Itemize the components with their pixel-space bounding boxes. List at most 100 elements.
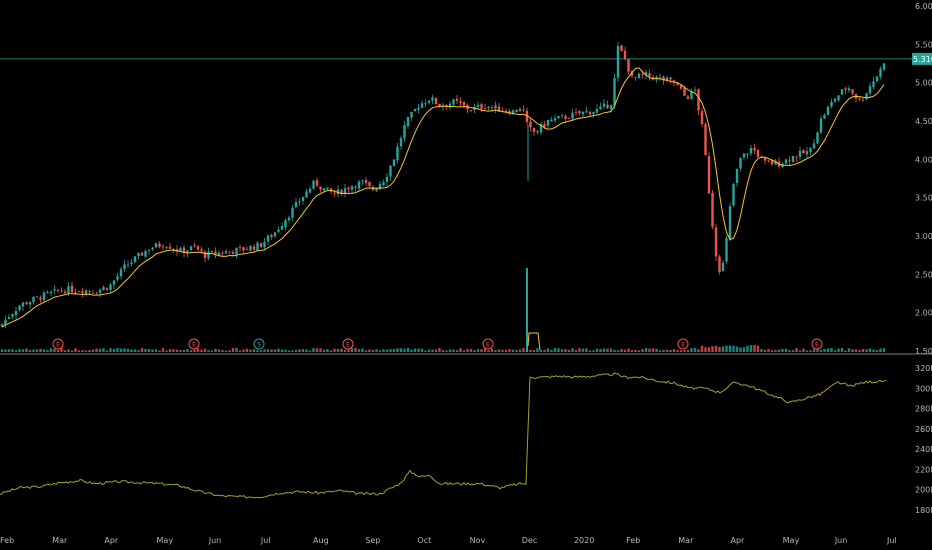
volume-bar xyxy=(28,349,32,352)
candle-body xyxy=(539,123,543,133)
candle-body xyxy=(203,251,207,259)
indicator-axis[interactable]: 320M 300M 280M 260M 240M 220M 200M 180M xyxy=(915,364,932,515)
candle-body xyxy=(382,182,385,185)
split-marker[interactable]: S xyxy=(253,338,265,350)
volume-bar xyxy=(851,349,854,352)
volume-bar xyxy=(56,349,60,352)
earnings-marker[interactable]: E xyxy=(342,338,354,350)
candle-body xyxy=(375,188,378,191)
volume-bar xyxy=(294,349,298,352)
candle-body xyxy=(56,290,60,292)
volume-bar xyxy=(371,349,375,352)
candle-body xyxy=(620,45,623,51)
volume-bar xyxy=(273,349,277,352)
volume-bar xyxy=(413,348,417,352)
volume-bar xyxy=(399,348,403,352)
volume-bar xyxy=(844,350,847,352)
volume-bar xyxy=(840,348,844,352)
volume-bar xyxy=(462,350,466,352)
earnings-marker[interactable]: E xyxy=(52,338,64,350)
volume-bar xyxy=(588,350,592,352)
candle-body xyxy=(847,88,851,91)
candle-body xyxy=(63,291,67,294)
candle-body xyxy=(802,150,805,154)
volume-bar xyxy=(448,349,452,352)
volume-bar xyxy=(753,345,756,352)
candle-body xyxy=(7,317,11,319)
time-tick-label: Mar xyxy=(678,536,694,545)
volume-bar xyxy=(60,348,63,352)
volume-bar xyxy=(161,348,165,352)
volume-bar xyxy=(53,348,56,352)
candle-body xyxy=(725,238,728,262)
candle-body xyxy=(830,101,833,107)
candle-body xyxy=(690,90,693,99)
candle-body xyxy=(637,73,641,78)
time-tick-label: Nov xyxy=(470,536,486,545)
volume-bar xyxy=(252,349,256,352)
candle-body xyxy=(462,102,466,106)
volume-bar xyxy=(147,349,151,352)
earnings-marker[interactable]: E xyxy=(188,338,200,350)
candle-body xyxy=(567,118,571,120)
volume-bar xyxy=(763,349,767,352)
candle-body xyxy=(347,187,350,190)
earnings-marker[interactable]: E xyxy=(482,338,494,350)
candle-body xyxy=(308,188,312,193)
candle-body xyxy=(242,247,245,251)
time-axis[interactable]: Feb Mar Apr May Jun Jul Aug Sep Oct Nov Dec 2020 Feb… xyxy=(0,536,897,545)
candle-body xyxy=(403,124,406,139)
candle-body xyxy=(315,180,319,186)
candle-body xyxy=(158,243,161,247)
candle-body xyxy=(606,104,609,108)
candle-body xyxy=(676,82,679,85)
last-price-badge: 5.310 xyxy=(912,52,932,65)
candle-body xyxy=(431,97,434,101)
candle-body xyxy=(581,111,585,115)
candle-body xyxy=(74,291,77,293)
volume-bar xyxy=(242,349,245,352)
volume-bar xyxy=(291,350,294,352)
volume-bar xyxy=(116,348,119,352)
earnings-marker[interactable]: E xyxy=(811,338,823,350)
candle-body xyxy=(791,156,795,162)
time-tick-label: Aug xyxy=(313,536,329,545)
price-axis[interactable]: 6.000 5.500 5.000 4.500 4.000 3.500 3.000 2.500… xyxy=(915,2,932,356)
earnings-marker[interactable]: E xyxy=(677,338,689,350)
volume-bar xyxy=(0,349,4,352)
volume-bar xyxy=(165,350,168,352)
volume-bar xyxy=(637,350,641,352)
price-tick-label: 3.500 xyxy=(915,194,932,203)
candle-body xyxy=(609,105,613,110)
volume-bar xyxy=(74,348,77,352)
volume-bar xyxy=(112,348,116,352)
candle-body xyxy=(735,168,739,183)
candle-body xyxy=(193,245,196,247)
volume-bar xyxy=(651,348,655,352)
event-markers: E E E E E ES xyxy=(52,338,823,350)
volume-bar xyxy=(742,347,746,352)
candle-body xyxy=(798,150,802,157)
price-tick-label: 1.500 xyxy=(915,347,932,356)
volume-bar xyxy=(364,350,368,352)
candle-body xyxy=(875,76,879,82)
candle-body xyxy=(788,160,791,162)
candle-body xyxy=(438,103,441,107)
candle-body xyxy=(704,124,707,156)
candle-body xyxy=(81,291,84,294)
volume-bar xyxy=(154,349,158,352)
candle-body xyxy=(21,302,25,307)
volume-bar xyxy=(553,348,557,352)
volume-bar xyxy=(305,349,308,352)
volume-bar xyxy=(791,350,795,352)
candle-body xyxy=(287,217,291,221)
indicator-tick-label: 300M xyxy=(915,384,932,393)
volume-bar xyxy=(266,349,270,352)
indicator-line xyxy=(0,372,887,499)
volume-bar xyxy=(473,350,476,352)
candle-body xyxy=(812,143,816,149)
volume-bar xyxy=(672,349,676,352)
volume-bar xyxy=(70,350,74,352)
candle-body xyxy=(700,110,704,125)
volume-bar xyxy=(592,350,595,352)
